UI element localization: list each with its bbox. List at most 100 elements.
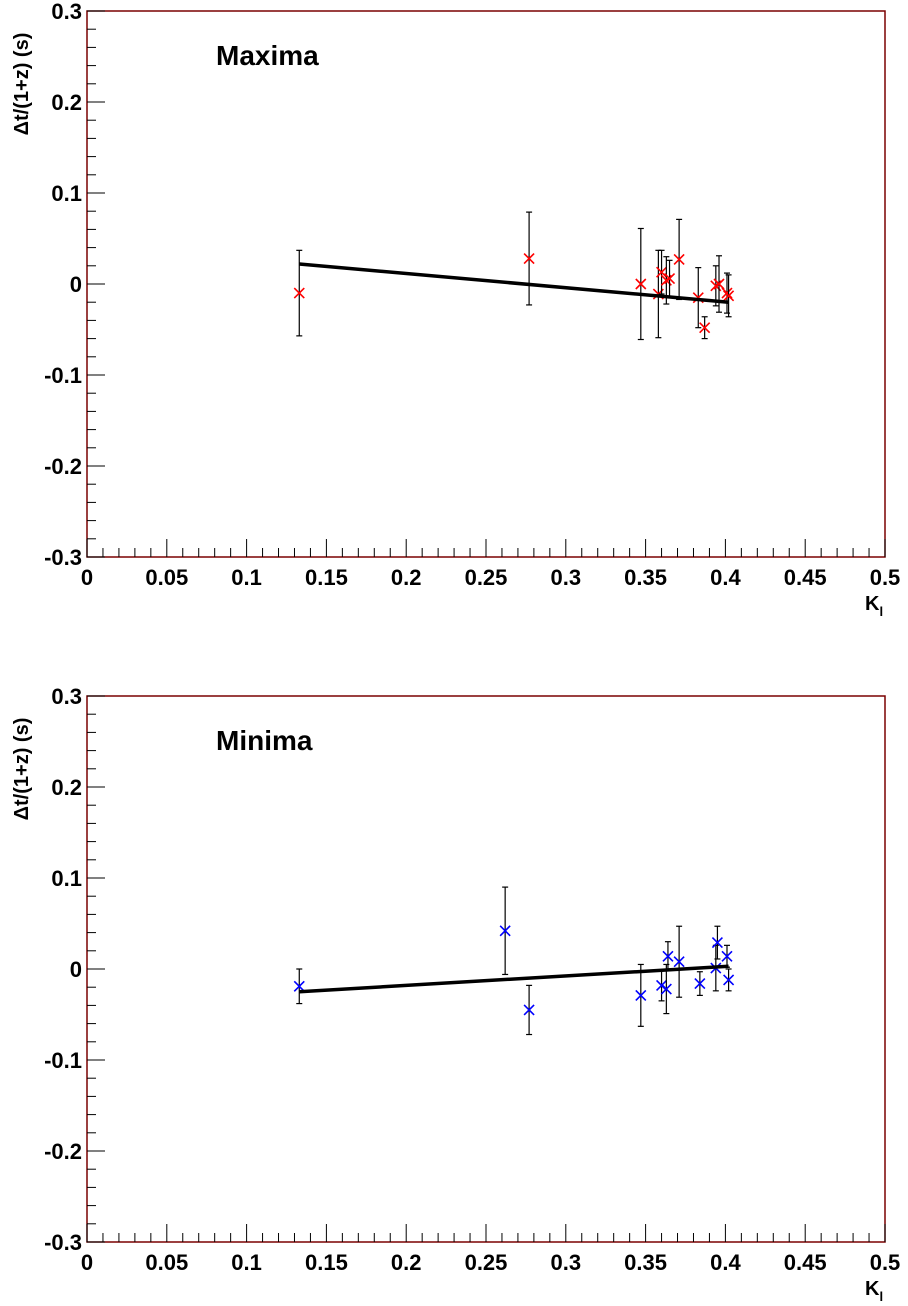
x-tick-label: 0.35 xyxy=(624,1250,667,1275)
x-marker xyxy=(699,322,711,334)
x-marker xyxy=(713,278,725,290)
x-tick-label: 0.1 xyxy=(231,1250,262,1275)
x-axis-label-main: K xyxy=(865,1278,880,1300)
y-tick-label: -0.3 xyxy=(44,545,82,570)
x-axis-label: Kl xyxy=(865,593,883,619)
y-tick-label: -0.1 xyxy=(44,1048,82,1073)
fit-line xyxy=(299,964,729,994)
panel-annotation: Maxima xyxy=(216,40,319,71)
panel-annotation: Minima xyxy=(216,725,313,756)
y-tick-label: -0.2 xyxy=(44,1139,82,1164)
x-axis-label-sub: l xyxy=(879,1289,883,1304)
x-tick-label: 0.4 xyxy=(710,565,741,590)
x-tick-label: 0.3 xyxy=(551,565,582,590)
y-tick-labels: -0.3 -0.2 -0.1 0 0.1 0.2 0.3 xyxy=(44,0,82,570)
x-marker xyxy=(635,989,647,1001)
y-tick-label: 0.3 xyxy=(51,0,82,24)
x-marker xyxy=(523,252,535,265)
x-tick-label: 0.2 xyxy=(391,1250,422,1275)
y-tick-label: 0 xyxy=(70,272,82,297)
x-marker xyxy=(655,979,668,991)
y-tick-label: -0.3 xyxy=(44,1230,82,1255)
data-point xyxy=(699,316,711,340)
data-marks xyxy=(293,211,735,341)
x-tick-label: 0.5 xyxy=(870,565,901,590)
data-point xyxy=(499,886,511,976)
axis-ticks xyxy=(86,695,886,1243)
x-tick-label: 0.5 xyxy=(870,1250,901,1275)
data-point xyxy=(694,971,706,996)
x-marker xyxy=(721,287,733,299)
data-point xyxy=(635,227,647,341)
y-axis-label: Δt/(1+z) (s) xyxy=(11,33,33,136)
x-marker xyxy=(499,925,511,937)
y-tick-label: -0.1 xyxy=(44,363,82,388)
x-tick-label: 0.25 xyxy=(465,1250,508,1275)
x-tick-labels: 0 0.05 0.1 0.15 0.2 0.25 0.3 0.35 0.4 0.45 0.5 xyxy=(81,565,900,590)
y-tick-label: 0 xyxy=(70,957,82,982)
x-marker xyxy=(663,272,676,285)
x-tick-label: 0 xyxy=(81,565,93,590)
x-marker xyxy=(673,956,685,968)
y-tick-label: 0.2 xyxy=(51,90,82,115)
x-marker xyxy=(711,937,723,949)
fit-line xyxy=(299,262,729,304)
x-axis-label-sub: l xyxy=(879,604,883,619)
x-axis-label: Kl xyxy=(865,1278,883,1304)
y-tick-label: 0.1 xyxy=(51,866,82,891)
x-tick-label: 0.45 xyxy=(784,565,827,590)
data-point xyxy=(655,969,668,1002)
data-point xyxy=(711,925,723,960)
data-point xyxy=(635,963,647,1027)
maxima-panel: 0 0.05 0.1 0.15 0.2 0.25 0.3 0.35 0.4 0.45 0.5 -0.… xyxy=(11,0,900,619)
x-tick-label: 0.05 xyxy=(145,1250,188,1275)
y-tick-label: -0.2 xyxy=(44,454,82,479)
x-tick-label: 0.15 xyxy=(305,1250,348,1275)
x-tick-label: 0.15 xyxy=(305,565,348,590)
data-point xyxy=(662,941,674,972)
x-marker xyxy=(523,1004,535,1016)
x-tick-label: 0.2 xyxy=(391,565,422,590)
data-point xyxy=(721,944,733,968)
data-point xyxy=(723,968,735,992)
data-point xyxy=(523,984,535,1036)
x-marker xyxy=(662,950,674,962)
x-tick-label: 0.3 xyxy=(551,1250,582,1275)
x-marker xyxy=(721,950,733,962)
x-marker xyxy=(655,266,668,278)
data-point xyxy=(723,274,735,318)
x-tick-label: 0.25 xyxy=(465,565,508,590)
data-point xyxy=(293,968,305,1005)
x-marker xyxy=(635,278,647,290)
x-marker xyxy=(293,980,305,992)
x-marker xyxy=(694,977,706,990)
y-tick-label: 0.2 xyxy=(51,775,82,800)
x-axis-label-main: K xyxy=(865,593,880,615)
x-tick-label: 0.45 xyxy=(784,1250,827,1275)
y-tick-label: 0.1 xyxy=(51,181,82,206)
x-tick-label: 0 xyxy=(81,1250,93,1275)
x-marker xyxy=(723,974,735,986)
minima-panel: 0 0.05 0.1 0.15 0.2 0.25 0.3 0.35 0.4 0.45 0.5 -0.… xyxy=(11,684,900,1304)
y-axis-label: Δt/(1+z) (s) xyxy=(11,718,33,821)
x-tick-label: 0.1 xyxy=(231,565,262,590)
data-point xyxy=(655,249,668,295)
x-marker xyxy=(723,290,735,302)
data-point xyxy=(523,211,535,306)
axis-ticks xyxy=(86,10,886,558)
y-tick-label: 0.3 xyxy=(51,684,82,709)
x-marker xyxy=(660,983,672,995)
data-marks xyxy=(293,886,735,1036)
y-tick-labels: -0.3 -0.2 -0.1 0 0.1 0.2 0.3 xyxy=(44,684,82,1255)
x-tick-label: 0.05 xyxy=(145,565,188,590)
plot-frame xyxy=(86,10,886,558)
x-marker xyxy=(293,287,305,299)
x-marker xyxy=(673,253,685,265)
x-tick-labels: 0 0.05 0.1 0.15 0.2 0.25 0.3 0.35 0.4 0.45 0.5 xyxy=(81,1250,900,1275)
data-point xyxy=(673,218,685,301)
data-point xyxy=(673,925,685,998)
x-tick-label: 0.4 xyxy=(710,1250,741,1275)
plot-frame xyxy=(86,695,886,1243)
x-tick-label: 0.35 xyxy=(624,565,667,590)
